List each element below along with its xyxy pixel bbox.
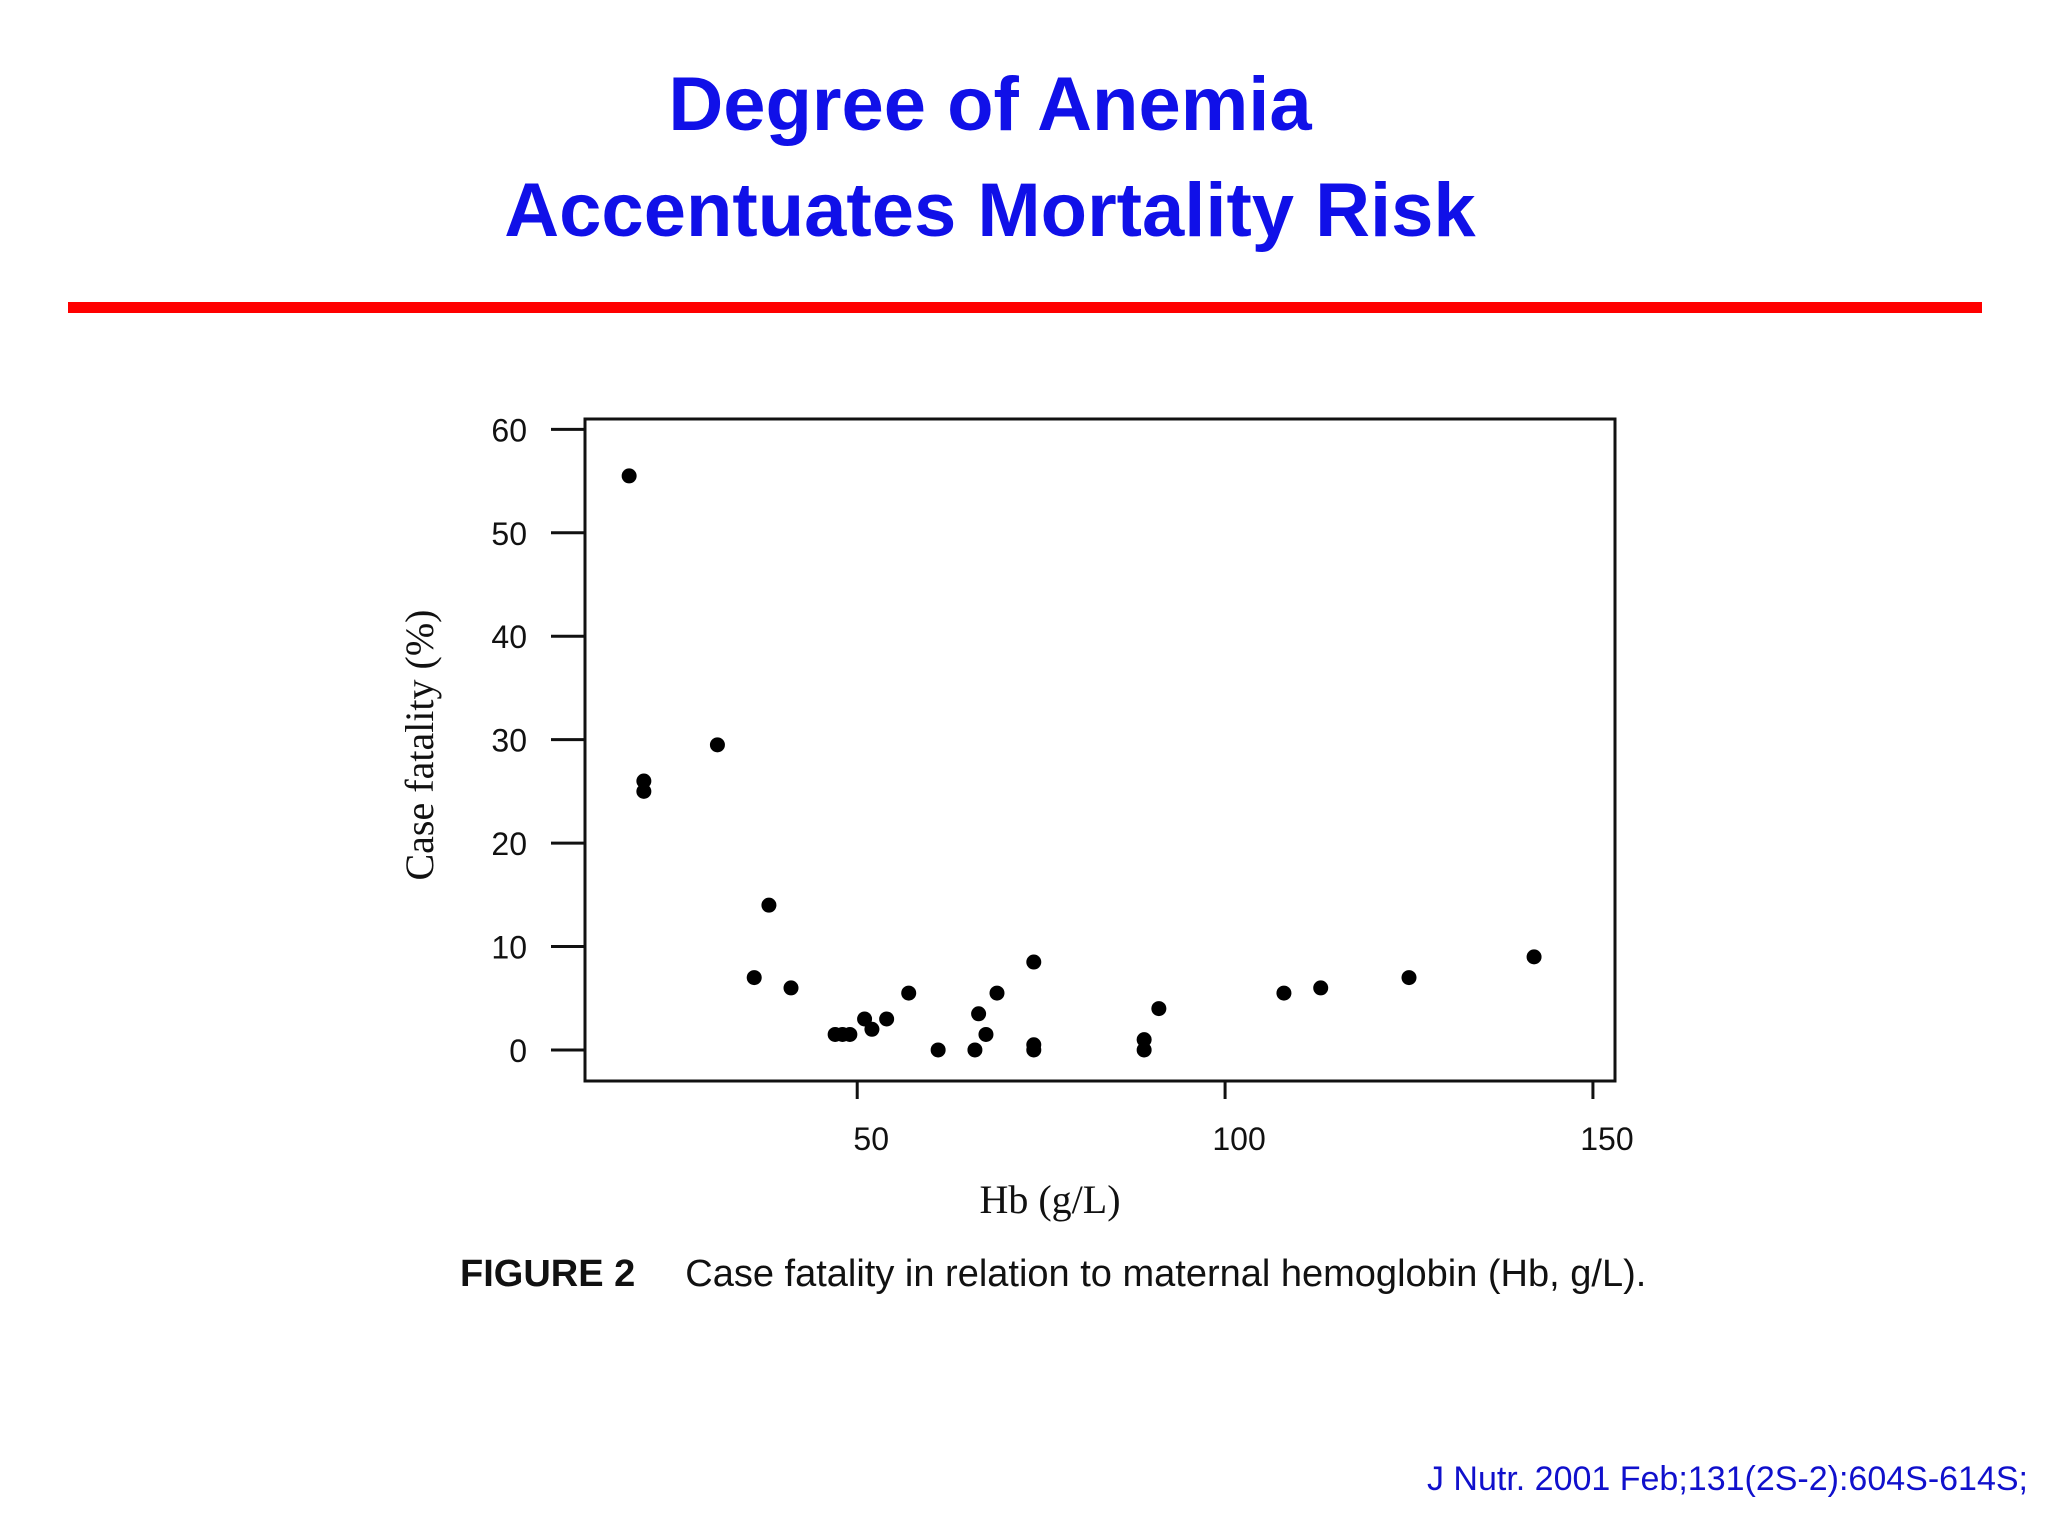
data-point [1276,986,1291,1001]
x-tick-label: 100 [1212,1121,1265,1157]
data-point [761,898,776,913]
y-tick-label: 40 [491,619,527,655]
data-point [967,1042,982,1057]
figure-caption: FIGURE 2 Case fatality in relation to mat… [400,1248,1650,1300]
data-point [747,970,762,985]
data-point [636,784,651,799]
x-axis-label: Hb (g/L) [979,1177,1120,1222]
data-point [1313,980,1328,995]
data-point [1137,1042,1152,1057]
y-tick-label: 30 [491,723,527,759]
data-point [710,737,725,752]
data-point [1026,955,1041,970]
data-point [901,986,916,1001]
plot-frame [585,419,1615,1081]
data-point [622,468,637,483]
data-point [1151,1001,1166,1016]
y-axis-label: Case fatality (%) [397,610,442,881]
data-point [990,986,1005,1001]
data-point [931,1042,946,1057]
data-point [978,1027,993,1042]
data-point [1402,970,1417,985]
data-point [784,980,799,995]
data-point [842,1027,857,1042]
data-point [879,1011,894,1026]
figure-caption-text: Case fatality in relation to maternal he… [685,1253,1646,1295]
x-tick-label: 150 [1580,1121,1633,1157]
figure-label: FIGURE 2 [460,1253,635,1295]
citation: J Nutr. 2001 Feb;131(2S-2):604S-614S; [1427,1460,2028,1499]
y-tick-label: 20 [491,826,527,862]
data-point [1527,949,1542,964]
y-axis: 0 10 20 30 40 50 60 [491,412,585,1069]
data-point [864,1022,879,1037]
y-tick-label: 0 [509,1033,527,1069]
x-axis: 50 100 150 [853,1081,1633,1157]
data-point [971,1006,986,1021]
y-tick-label: 60 [491,412,527,448]
scatter-chart: 0 10 20 30 40 50 60 50 100 150 Hb (g/L) Case fat… [0,0,2048,1536]
y-tick-label: 50 [491,516,527,552]
y-tick-label: 10 [491,930,527,966]
data-point [1026,1042,1041,1057]
data-points [622,468,1542,1057]
x-tick-label: 50 [853,1121,889,1157]
